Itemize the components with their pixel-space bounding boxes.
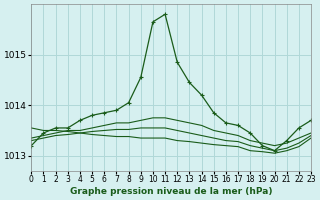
X-axis label: Graphe pression niveau de la mer (hPa): Graphe pression niveau de la mer (hPa) (70, 187, 272, 196)
